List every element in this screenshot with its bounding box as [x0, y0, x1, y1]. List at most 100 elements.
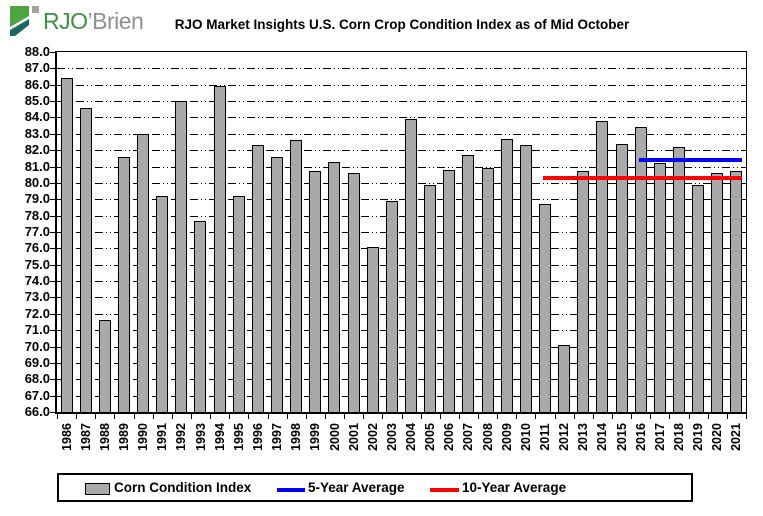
- x-axis-tick: [363, 414, 365, 419]
- y-axis-tick: [50, 133, 55, 135]
- x-axis-tick: [133, 414, 135, 419]
- x-axis-tick: [324, 414, 326, 419]
- y-axis-tick: [50, 379, 55, 381]
- bar-2021: [730, 171, 743, 412]
- gridline-84.0: [57, 117, 746, 119]
- x-axis-tick: [248, 414, 250, 419]
- x-axis-label-1989: 1989: [116, 423, 131, 451]
- plot-inner: [57, 52, 746, 412]
- x-axis-label-1988: 1988: [97, 423, 112, 451]
- x-axis-label-1993: 1993: [193, 423, 208, 451]
- y-axis-label-79.0: 79.0: [24, 191, 50, 207]
- y-axis-tick: [50, 281, 55, 283]
- bar-2014: [596, 120, 609, 412]
- legend-item-5-year-average: 5-Year Average: [308, 480, 405, 495]
- y-axis-label-86.0: 86.0: [24, 76, 50, 92]
- y-axis-label-80.0: 80.0: [24, 174, 50, 190]
- rjo-obrien-logo: RJO’Brien: [10, 6, 144, 36]
- y-axis-tick: [50, 150, 55, 152]
- bar-2000: [328, 161, 341, 412]
- bar-1994: [213, 86, 226, 412]
- legend-bar-swatch: [85, 483, 110, 495]
- y-axis-label-74.0: 74.0: [24, 273, 50, 289]
- logo-text: RJO’Brien: [43, 6, 144, 36]
- legend-item-10-year-average: 10-Year Average: [462, 480, 567, 495]
- bar-2002: [366, 246, 379, 412]
- bar-2016: [634, 127, 647, 412]
- x-axis-label-1990: 1990: [136, 423, 151, 451]
- x-axis-tick: [439, 414, 441, 419]
- legend-item-corn-condition-index: Corn Condition Index: [114, 480, 252, 495]
- bar-2013: [577, 171, 590, 412]
- gridline-67.0: [57, 395, 746, 397]
- y-axis-tick: [50, 346, 55, 348]
- y-axis-label-87.0: 87.0: [24, 60, 50, 76]
- x-axis-label-2006: 2006: [442, 423, 457, 451]
- x-axis-label-1998: 1998: [289, 423, 304, 451]
- 5-year-average-line: [638, 158, 743, 162]
- y-axis-tick: [50, 264, 55, 266]
- bar-2004: [405, 119, 417, 412]
- y-axis-tick: [50, 330, 55, 332]
- y-axis-label-77.0: 77.0: [24, 224, 50, 239]
- y-axis-label-88.0: 88.0: [24, 44, 50, 59]
- y-axis-tick: [50, 395, 55, 397]
- x-axis-tick: [497, 414, 499, 419]
- legend-line-swatch-red: [430, 488, 459, 492]
- x-axis-label-1987: 1987: [78, 423, 93, 451]
- x-axis-tick: [535, 414, 537, 419]
- x-axis-tick: [267, 414, 269, 419]
- y-axis-label-68.0: 68.0: [24, 371, 50, 387]
- x-axis-label-2005: 2005: [423, 423, 438, 451]
- x-axis-tick: [458, 414, 460, 419]
- x-axis-label-2004: 2004: [404, 423, 419, 451]
- y-axis-tick: [50, 297, 55, 299]
- gridline-71.0: [57, 330, 746, 332]
- x-axis-tick: [612, 414, 614, 419]
- x-axis-tick: [210, 414, 212, 419]
- gridline-85.0: [57, 101, 746, 103]
- x-axis-tick: [95, 414, 97, 419]
- gridline-78.0: [57, 215, 746, 217]
- x-axis-label-2021: 2021: [729, 423, 744, 451]
- bar-2009: [500, 138, 513, 412]
- y-axis-tick: [50, 117, 55, 119]
- x-axis-tick: [286, 414, 288, 419]
- bar-1992: [175, 101, 188, 412]
- y-axis-label-83.0: 83.0: [24, 125, 50, 141]
- legend: Corn Condition Index 5-Year Average 10-Y…: [57, 473, 693, 502]
- x-axis-tick: [688, 414, 690, 419]
- bar-1988: [98, 320, 111, 412]
- y-axis-label-69.0: 69.0: [24, 354, 50, 370]
- gridline-81.0: [57, 166, 746, 168]
- bar-2018: [672, 146, 685, 412]
- y-axis-tick: [50, 166, 55, 168]
- x-axis-tick: [171, 414, 173, 419]
- y-axis-label-71.0: 71.0: [24, 322, 50, 338]
- plot-area: [55, 51, 747, 414]
- x-axis-label-2012: 2012: [557, 423, 572, 451]
- x-axis-tick: [152, 414, 154, 419]
- x-axis-tick: [229, 414, 231, 419]
- x-axis-tick: [650, 414, 652, 419]
- gridline-72.0: [57, 313, 746, 315]
- y-axis-tick: [50, 362, 55, 364]
- bar-1997: [271, 156, 284, 412]
- y-axis-tick: [50, 68, 55, 70]
- y-axis-tick: [50, 101, 55, 103]
- bar-2017: [653, 163, 666, 412]
- x-axis-tick: [401, 414, 403, 419]
- y-axis-label-72.0: 72.0: [24, 305, 50, 321]
- x-axis-label-1997: 1997: [270, 423, 285, 451]
- y-axis-label-73.0: 73.0: [24, 289, 50, 305]
- gridline-70.0: [57, 346, 746, 348]
- y-axis-tick: [50, 199, 55, 201]
- x-axis-label-1994: 1994: [212, 423, 227, 451]
- logo-text-brien: ’Brien: [87, 8, 144, 34]
- y-axis-tick: [50, 313, 55, 315]
- y-axis-label-82.0: 82.0: [24, 142, 50, 158]
- x-axis-label-2002: 2002: [365, 423, 380, 451]
- gridline-76.0: [57, 248, 746, 250]
- x-axis-label-1996: 1996: [250, 423, 265, 451]
